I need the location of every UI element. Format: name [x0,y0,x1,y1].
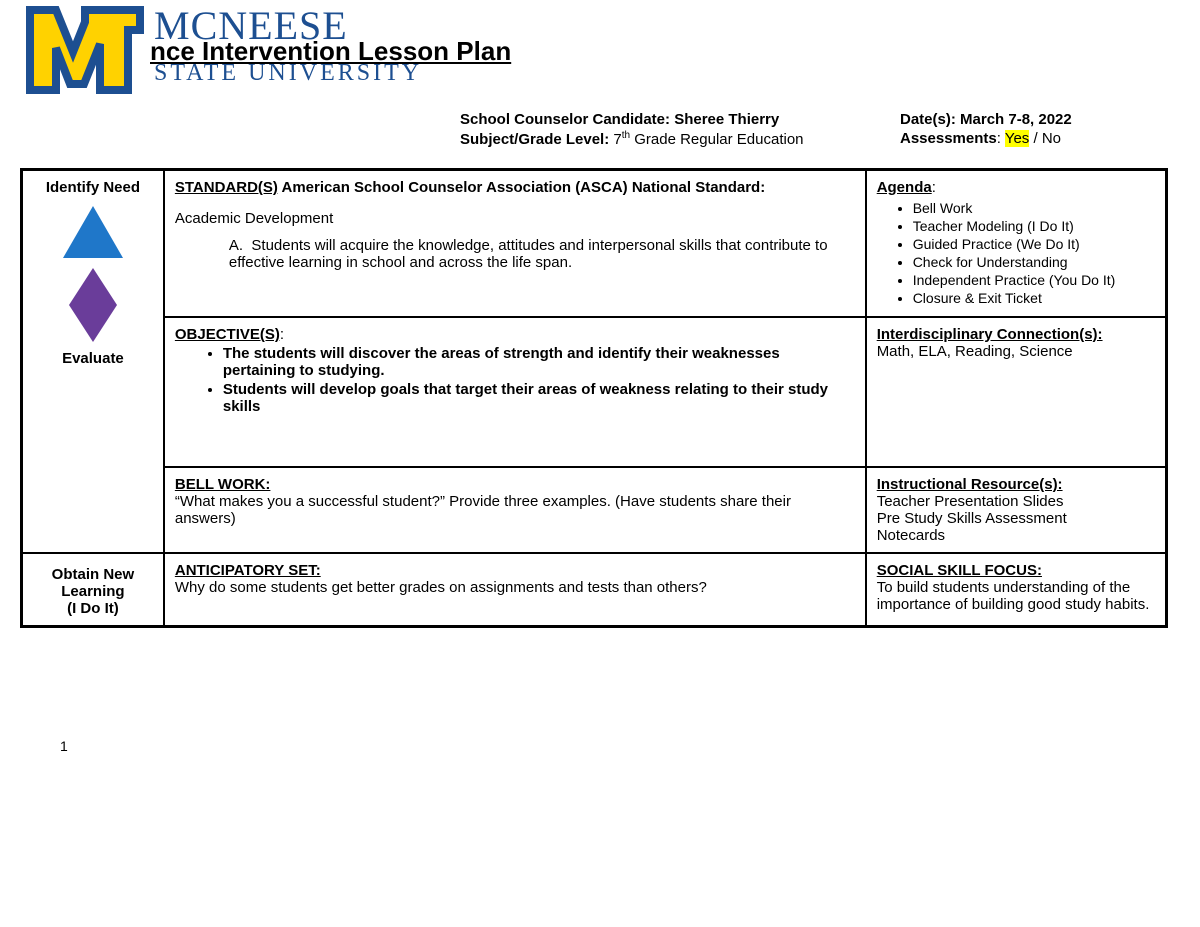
page-number: 1 [60,738,1180,754]
agenda-cell: Agenda: Bell Work Teacher Modeling (I Do… [866,170,1167,318]
left-identify-cell: Identify Need Evaluate [22,170,164,554]
resources-heading: Instructional Resource(s): [877,476,1063,493]
logo-text: MCNEESE STATE UNIVERSITY [154,6,422,87]
list-item: Teacher Modeling (I Do It) [913,218,1155,234]
table-row: OBJECTIVE(S): The students will discover… [22,317,1167,467]
bellwork-body: “What makes you a successful student?” P… [175,493,791,527]
left-obtain-cell: Obtain New Learning (I Do It) [22,553,164,627]
triangle-icon [61,204,125,260]
agenda-heading: Agenda [877,179,932,196]
date-label: Date(s): [900,111,960,128]
resources-line: Pre Study Skills Assessment [877,510,1067,527]
list-item: Bell Work [913,200,1155,216]
inter-body: Math, ELA, Reading, Science [877,343,1073,360]
list-item: The students will discover the areas of … [223,345,855,379]
logo-state-text: STATE UNIVERSITY [154,60,422,87]
date-line: Date(s): March 7-8, 2022 [900,111,1160,128]
list-item: Students will develop goals that target … [223,381,855,415]
anticipatory-cell: ANTICIPATORY SET: Why do some students g… [164,553,866,627]
inter-heading: Interdisciplinary Connection(s): [877,326,1103,343]
logo-m-icon [20,0,150,100]
subject-label: Subject/Grade Level: [460,131,613,148]
header: nce Intervention Lesson Plan MCNEESE STA… [20,0,1180,105]
logo-mcneese-text: MCNEESE [154,6,422,46]
objective-colon: : [280,326,284,343]
standard-cell: STANDARD(S) American School Counselor As… [164,170,866,318]
identify-need-label: Identify Need [33,179,153,196]
standard-item: Students will acquire the knowledge, att… [229,237,828,271]
standard-heading-rest: American School Counselor Association (A… [278,179,765,196]
evaluate-label: Evaluate [33,350,153,367]
meta-left: School Counselor Candidate: Sheree Thier… [460,111,900,150]
subject-sup: th [622,130,630,141]
candidate-label: School Counselor Candidate: [460,111,674,128]
anticipatory-heading: ANTICIPATORY SET: [175,562,321,579]
bellwork-cell: BELL WORK: “What makes you a successful … [164,467,866,553]
university-logo: MCNEESE STATE UNIVERSITY [20,0,422,100]
candidate-line: School Counselor Candidate: Sheree Thier… [460,111,900,128]
assess-sep: / [1029,130,1042,147]
resources-line: Notecards [877,527,945,544]
social-body: To build students understanding of the i… [877,579,1150,613]
anticipatory-body: Why do some students get better grades o… [175,579,707,596]
meta-right: Date(s): March 7-8, 2022 Assessments: Ye… [900,111,1160,150]
table-row: Obtain New Learning (I Do It) ANTICIPATO… [22,553,1167,627]
lesson-plan-page: nce Intervention Lesson Plan MCNEESE STA… [0,0,1200,774]
bellwork-heading: BELL WORK: [175,476,271,493]
table-row: Identify Need Evaluate STANDARD(S) Ameri… [22,170,1167,318]
list-item: Check for Understanding [913,254,1155,270]
assessments-line: Assessments: Yes / No [900,130,1160,147]
objective-cell: OBJECTIVE(S): The students will discover… [164,317,866,467]
social-cell: SOCIAL SKILL FOCUS: To build students un… [866,553,1167,627]
standard-letter: A. [229,237,243,254]
date-value: March 7-8, 2022 [960,111,1072,128]
standard-list: A. Students will acquire the knowledge, … [205,237,855,271]
inter-cell: Interdisciplinary Connection(s): Math, E… [866,317,1167,467]
table-row: BELL WORK: “What makes you a successful … [22,467,1167,553]
meta-row: School Counselor Candidate: Sheree Thier… [460,111,1180,150]
obtain-label-2: (I Do It) [33,600,153,617]
standard-domain: Academic Development [175,210,855,227]
candidate-value: Sheree Thierry [674,111,779,128]
subject-line: Subject/Grade Level: 7th Grade Regular E… [460,130,900,148]
resources-line: Teacher Presentation Slides [877,493,1064,510]
list-item: Closure & Exit Ticket [913,290,1155,306]
list-item: Independent Practice (You Do It) [913,272,1155,288]
agenda-list: Bell Work Teacher Modeling (I Do It) Gui… [877,200,1155,306]
subject-prefix: 7 [613,131,621,148]
plan-table: Identify Need Evaluate STANDARD(S) Ameri… [20,168,1168,628]
assess-no: No [1042,130,1061,147]
standard-heading: STANDARD(S) [175,179,278,196]
assess-yes: Yes [1005,130,1029,147]
social-heading: SOCIAL SKILL FOCUS: [877,562,1042,579]
list-item: Guided Practice (We Do It) [913,236,1155,252]
subject-rest: Grade Regular Education [630,131,803,148]
obtain-label: Obtain New Learning [33,566,153,600]
objective-list: The students will discover the areas of … [175,345,855,415]
objective-heading: OBJECTIVE(S) [175,326,280,343]
diamond-icon [67,266,119,344]
assess-label: Assessments [900,130,997,147]
resources-cell: Instructional Resource(s): Teacher Prese… [866,467,1167,553]
